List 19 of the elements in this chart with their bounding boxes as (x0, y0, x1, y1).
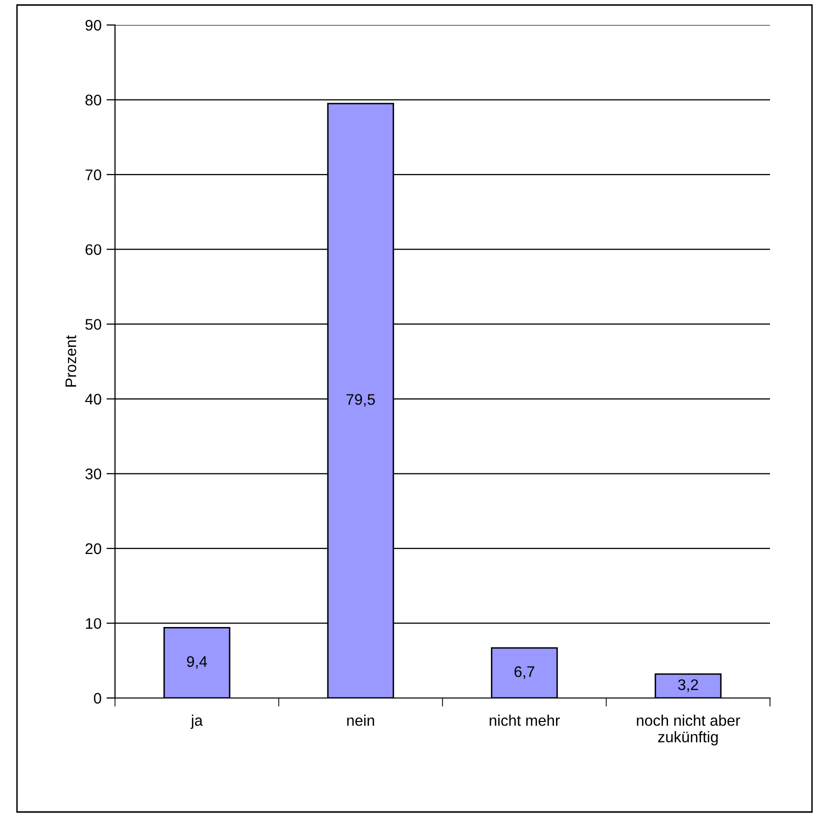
y-tick-label: 50 (85, 318, 102, 330)
data-label: 79,5 (346, 394, 375, 407)
y-tick-label: 40 (85, 394, 102, 405)
data-label: 3,2 (678, 679, 698, 692)
x-tick-label: noch nicht aber zukünftig (636, 714, 740, 746)
y-tick-label: 20 (86, 543, 102, 554)
x-tick-label: nein (347, 714, 374, 726)
y-tick-label: 30 (85, 468, 102, 480)
y-axis-title: Prozent (66, 335, 76, 387)
y-tick-label: 80 (85, 94, 102, 106)
y-tick-label: 70 (86, 169, 102, 180)
y-tick-label: 90 (86, 20, 102, 31)
data-label: 6,7 (514, 666, 534, 679)
x-tick-label: nicht mehr (490, 714, 560, 726)
y-tick-label: 0 (94, 692, 102, 704)
y-tick-label: 60 (86, 244, 102, 256)
x-tick-label: ja (190, 714, 203, 729)
y-tick-label: 10 (86, 618, 102, 629)
data-label: 9,4 (186, 656, 208, 669)
